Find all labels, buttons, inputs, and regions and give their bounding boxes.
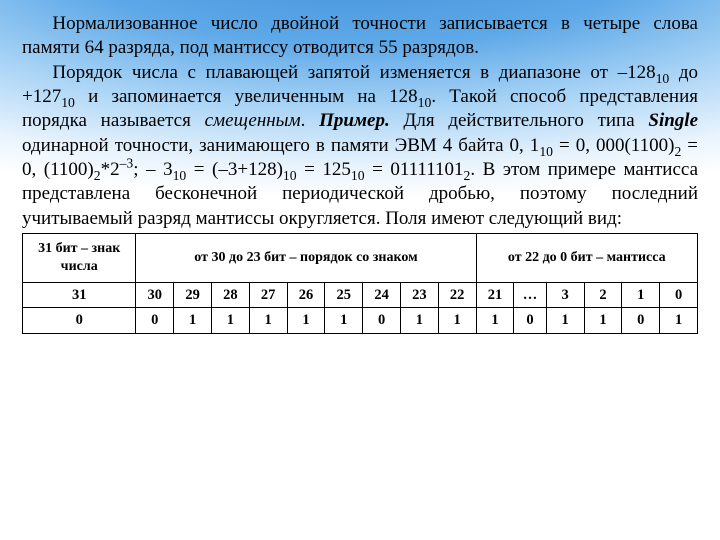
bit-index-cell: 29 (174, 282, 212, 308)
bit-value-cell: 1 (546, 308, 584, 334)
bit-index-cell: 3 (546, 282, 584, 308)
bitfield-table: 31 бит – знак числа от 30 до 23 бит – по… (22, 233, 698, 334)
bit-value-cell: 1 (174, 308, 212, 334)
hdr-sign: 31 бит – знак числа (23, 233, 136, 282)
table-row-bitvalue: 0011111011101101 (23, 308, 698, 334)
bit-index-cell: 0 (660, 282, 698, 308)
bit-value-cell: 1 (211, 308, 249, 334)
bit-value-cell: 1 (476, 308, 514, 334)
bit-value-cell: 1 (287, 308, 325, 334)
bit-index-cell: 21 (476, 282, 514, 308)
bit-index-cell: 24 (363, 282, 401, 308)
bit-index-cell: 27 (249, 282, 287, 308)
bit-value-cell: 1 (400, 308, 438, 334)
bit-index-cell: 22 (438, 282, 476, 308)
paragraph-2: Порядок числа с плавающей запятой изменя… (22, 61, 698, 231)
bit-value-cell: 1 (325, 308, 363, 334)
bit-value-cell: 0 (23, 308, 136, 334)
table-row-bitindex: 3130292827262524232221…3210 (23, 282, 698, 308)
document-page: Нормализованное число двойной точности з… (0, 0, 720, 334)
hdr-mantissa: от 22 до 0 бит – мантисса (476, 233, 697, 282)
bit-index-cell: 2 (584, 282, 622, 308)
bit-index-cell: 31 (23, 282, 136, 308)
paragraph-1: Нормализованное число двойной точности з… (22, 12, 698, 61)
bit-value-cell: 1 (249, 308, 287, 334)
bit-index-cell: 1 (622, 282, 660, 308)
hdr-exponent: от 30 до 23 бит – порядок со знаком (136, 233, 476, 282)
bit-value-cell: 0 (363, 308, 401, 334)
bit-value-cell: 0 (514, 308, 546, 334)
bit-value-cell: 0 (136, 308, 174, 334)
bit-value-cell: 1 (584, 308, 622, 334)
bit-index-cell: 28 (211, 282, 249, 308)
bit-value-cell: 1 (438, 308, 476, 334)
bit-value-cell: 0 (622, 308, 660, 334)
bit-index-cell: 30 (136, 282, 174, 308)
table-header-row: 31 бит – знак числа от 30 до 23 бит – по… (23, 233, 698, 282)
bit-value-cell: 1 (660, 308, 698, 334)
bit-index-cell: 23 (400, 282, 438, 308)
bit-index-cell: 25 (325, 282, 363, 308)
bit-index-cell: 26 (287, 282, 325, 308)
bit-index-cell: … (514, 282, 546, 308)
